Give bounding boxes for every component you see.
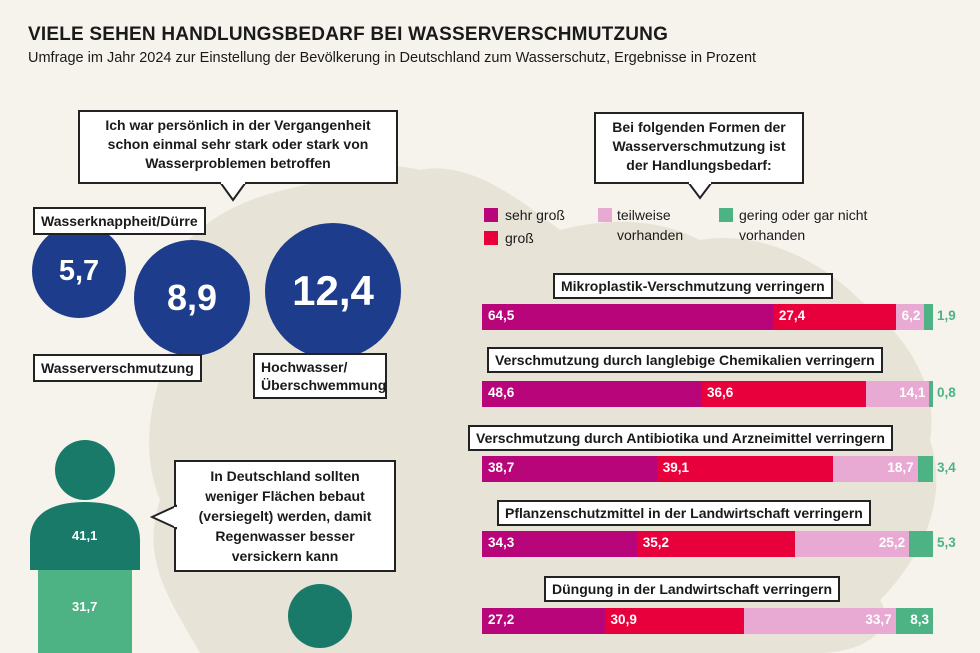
bar-segment	[482, 381, 701, 407]
bar-segment-label: 64,5	[488, 308, 515, 323]
legend-swatch-teilweise	[598, 208, 612, 222]
bubble-hochwasser: 12,4	[265, 223, 401, 359]
bar-segment-label: 48,6	[488, 385, 515, 400]
legend-swatch-gering	[719, 208, 733, 222]
bar-segment	[743, 608, 896, 634]
bar-title-antibiotika: Verschmutzung durch Antibiotika und Arzn…	[468, 425, 893, 451]
bar-segment	[917, 456, 933, 482]
person-figure-right	[288, 584, 352, 648]
bar-row-antibiotika: 38,7 39,1 18,7 3,4	[482, 456, 956, 482]
bar-segment-label: 36,6	[706, 385, 734, 400]
bar-segment	[656, 456, 834, 482]
bar-segment-label: 27,4	[778, 308, 806, 323]
bar-segment-label: 39,1	[662, 460, 689, 475]
bar-segment	[833, 456, 918, 482]
legend-swatch-sehr-gross	[484, 208, 498, 222]
legend-swatch-gross	[484, 231, 498, 245]
chart-callout-pointer	[686, 182, 714, 200]
callout-pointer-left	[150, 504, 177, 530]
bar-segment-label: 5,3	[937, 535, 956, 550]
page-subtitle: Umfrage im Jahr 2024 zur Einstellung der…	[28, 50, 757, 66]
legend-label-teilweise: teilweise vorhanden	[617, 207, 684, 243]
bubble-value: 5,7	[58, 254, 100, 287]
bar-segment	[772, 304, 897, 330]
bar-title-duengung: Düngung in der Landwirtschaft verringern	[544, 576, 841, 602]
bar-segment-label: 25,2	[878, 535, 906, 550]
chart-title: Bei folgenden Formen der Wasserverschmut…	[612, 119, 786, 173]
label-wasserknappheit: Wasserknappheit/Dürre	[33, 207, 206, 235]
bar-segment-label: 14,1	[899, 385, 926, 400]
bar-segment	[604, 608, 744, 634]
sealing-statement-text: In Deutschland sollten weniger Flächen b…	[198, 468, 372, 564]
bubble-wasserverschmutzung: 8,9	[134, 240, 250, 356]
bubble-value: 8,9	[166, 277, 218, 318]
bar-segment-label: 27,2	[488, 612, 515, 627]
affected-question-text: Ich war persönlich in der Vergangenheit …	[105, 117, 371, 171]
sealing-value-2: 31,7	[72, 599, 98, 614]
bar-segment-label: 0,8	[937, 385, 956, 400]
bar-title-chemikalien: Verschmutzung durch langlebige Chemikali…	[487, 347, 883, 373]
bar-segment-label: 18,7	[887, 460, 914, 475]
bar-segment	[482, 531, 637, 557]
bar-segment-label: 30,9	[610, 612, 637, 627]
bar-segment	[924, 304, 933, 330]
bar-segment	[909, 531, 933, 557]
sealing-value-1: 41,1	[72, 528, 98, 543]
bar-segment-label: 1,9	[937, 308, 956, 323]
legend-label-gross: groß	[505, 230, 534, 246]
bar-row-chemikalien: 48,6 36,6 14,1 0,8	[482, 381, 956, 407]
page-title: VIELE SEHEN HANDLUNGSBEDARF BEI WASSERVE…	[28, 24, 669, 45]
bar-segment-label: 35,2	[642, 535, 669, 550]
bar-segment	[895, 608, 933, 634]
bar-segment	[795, 531, 910, 557]
bar-segment	[929, 381, 933, 407]
bar-segment	[700, 381, 866, 407]
bar-segment-label: 3,4	[937, 460, 956, 475]
bar-segment-label: 6,2	[901, 308, 921, 323]
bar-title-mikroplastik: Mikroplastik-Verschmutzung verringern	[553, 273, 833, 299]
legend-label-gering: gering oder gar nicht vorhanden	[739, 207, 868, 243]
bar-segment-label: 34,3	[488, 535, 515, 550]
bar-title-pflanzenschutz: Pflanzenschutzmittel in der Landwirtscha…	[497, 500, 871, 526]
bar-segment-label: 33,7	[865, 612, 892, 627]
person-figure-left	[30, 440, 140, 653]
label-wasserverschmutzung: Wasserverschmutzung	[33, 354, 202, 382]
bar-row-mikroplastik: 64,5 27,4 6,2 1,9	[482, 304, 956, 330]
bar-segment	[482, 456, 657, 482]
sealing-statement-callout: In Deutschland sollten weniger Flächen b…	[174, 460, 396, 572]
legend-label-sehr-gross: sehr groß	[505, 207, 565, 223]
affected-question-callout: Ich war persönlich in der Vergangenheit …	[78, 110, 398, 184]
bubble-wasserknappheit: 5,7	[32, 224, 126, 318]
chart-title-callout: Bei folgenden Formen der Wasserverschmut…	[594, 112, 804, 184]
bar-row-duengung: 27,2 30,9 33,7 8,3	[482, 608, 933, 634]
callout-pointer	[218, 182, 248, 202]
bar-segment	[865, 381, 930, 407]
label-hochwasser: Hochwasser/ Überschwemmung	[253, 353, 387, 399]
bubble-value: 12,4	[292, 267, 374, 314]
bar-segment	[896, 304, 925, 330]
bar-segment	[636, 531, 796, 557]
bar-segment	[482, 304, 773, 330]
bar-segment	[482, 608, 605, 634]
bar-segment-label: 8,3	[910, 612, 929, 627]
bar-row-pflanzenschutz: 34,3 35,2 25,2 5,3	[482, 531, 956, 557]
bar-segment-label: 38,7	[488, 460, 515, 475]
